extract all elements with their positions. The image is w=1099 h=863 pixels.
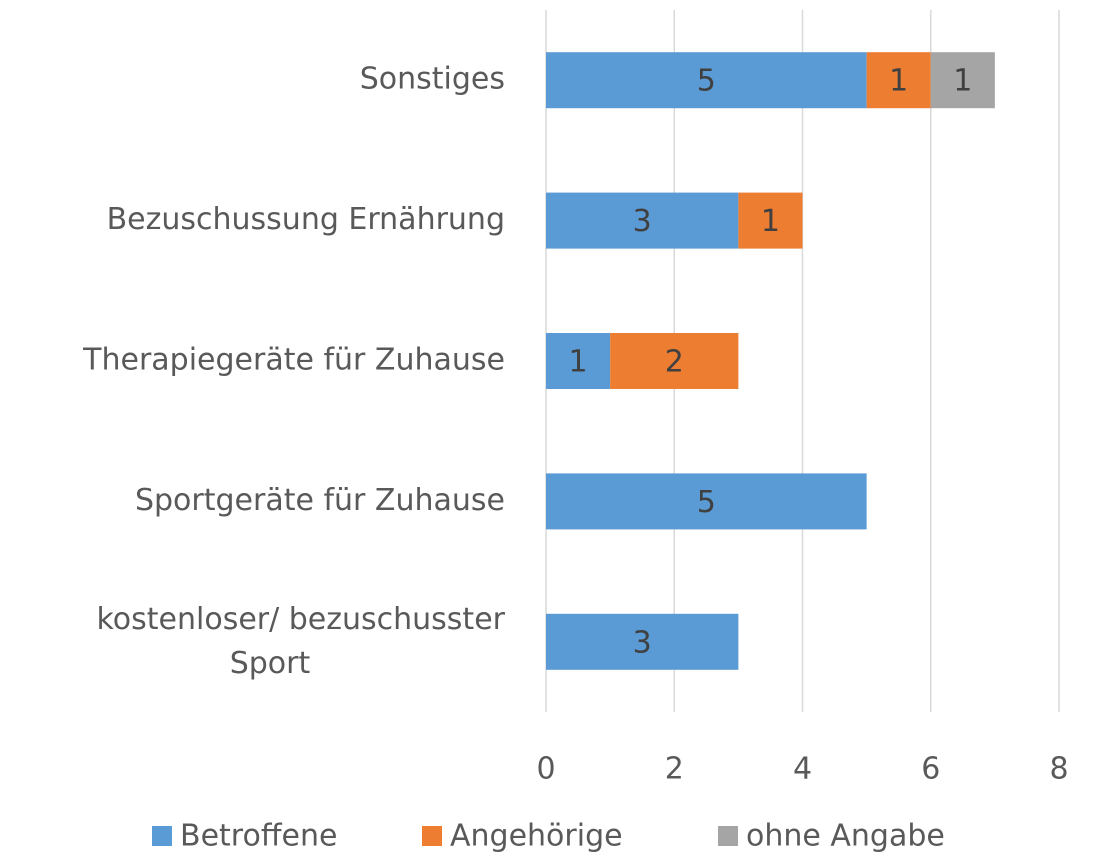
x-tick-label: 4: [793, 752, 812, 787]
bar: [930, 52, 995, 109]
legend-swatch: [718, 826, 738, 846]
data-label: 1: [953, 64, 972, 99]
data-label: 2: [665, 345, 684, 380]
bar: [546, 613, 739, 670]
legend-label: ohne Angabe: [746, 819, 945, 854]
bar: [546, 333, 611, 389]
data-label: 5: [697, 485, 716, 520]
bar: [866, 52, 931, 109]
y-tick-label: Therapiegeräte für Zuhause: [82, 343, 505, 378]
bar: [738, 192, 803, 249]
legend-swatch: [422, 826, 442, 846]
data-label: 1: [761, 204, 780, 239]
y-tick-label: Sportgeräte für Zuhause: [135, 483, 505, 518]
y-tick-label: Sonstiges: [360, 62, 505, 97]
bar: [546, 473, 867, 530]
data-label: 3: [633, 204, 652, 239]
bar: [546, 192, 739, 249]
data-label: 1: [889, 64, 908, 99]
legend-swatch: [152, 826, 172, 846]
bar: [546, 52, 867, 109]
bar: [610, 333, 739, 389]
x-tick-label: 8: [1049, 752, 1068, 787]
y-tick-label: kostenloser/ bezuschusster Sport: [96, 601, 505, 680]
legend-label: Angehörige: [450, 819, 623, 854]
y-tick-label: Bezuschussung Ernährung: [107, 202, 505, 237]
legend-label: Betroffene: [180, 819, 337, 854]
x-tick-label: 2: [665, 752, 684, 787]
data-label: 5: [697, 64, 716, 99]
data-label: 3: [633, 625, 652, 660]
data-label: 1: [569, 345, 588, 380]
x-tick-label: 0: [536, 752, 555, 787]
x-tick-label: 6: [921, 752, 940, 787]
